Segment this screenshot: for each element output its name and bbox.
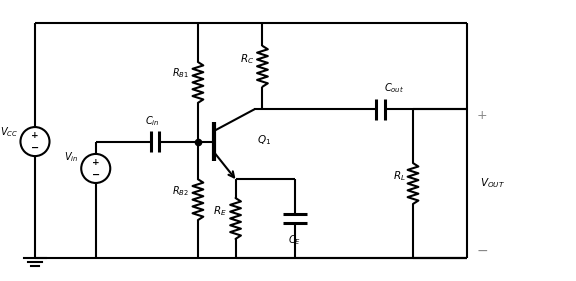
Text: $V_{OUT}$: $V_{OUT}$ bbox=[480, 177, 505, 191]
Text: $C_E$: $C_E$ bbox=[288, 234, 301, 247]
Text: +: + bbox=[31, 131, 39, 140]
Text: $R_{B1}$: $R_{B1}$ bbox=[172, 66, 190, 80]
Text: −: − bbox=[31, 143, 39, 153]
Text: $R_E$: $R_E$ bbox=[213, 204, 227, 218]
Text: $C_{out}$: $C_{out}$ bbox=[384, 81, 404, 95]
Text: $R_L$: $R_L$ bbox=[393, 169, 406, 183]
Text: $R_{B2}$: $R_{B2}$ bbox=[172, 185, 190, 198]
Text: $C_{in}$: $C_{in}$ bbox=[145, 114, 160, 128]
Text: $V_{CC}$: $V_{CC}$ bbox=[0, 125, 18, 139]
Text: $Q_1$: $Q_1$ bbox=[257, 133, 271, 148]
Text: $V_{in}$: $V_{in}$ bbox=[64, 150, 78, 164]
Text: $R_C$: $R_C$ bbox=[240, 52, 254, 66]
Text: +: + bbox=[476, 109, 487, 122]
Text: −: − bbox=[92, 169, 100, 180]
Text: −: − bbox=[476, 244, 488, 258]
Text: +: + bbox=[92, 158, 100, 167]
